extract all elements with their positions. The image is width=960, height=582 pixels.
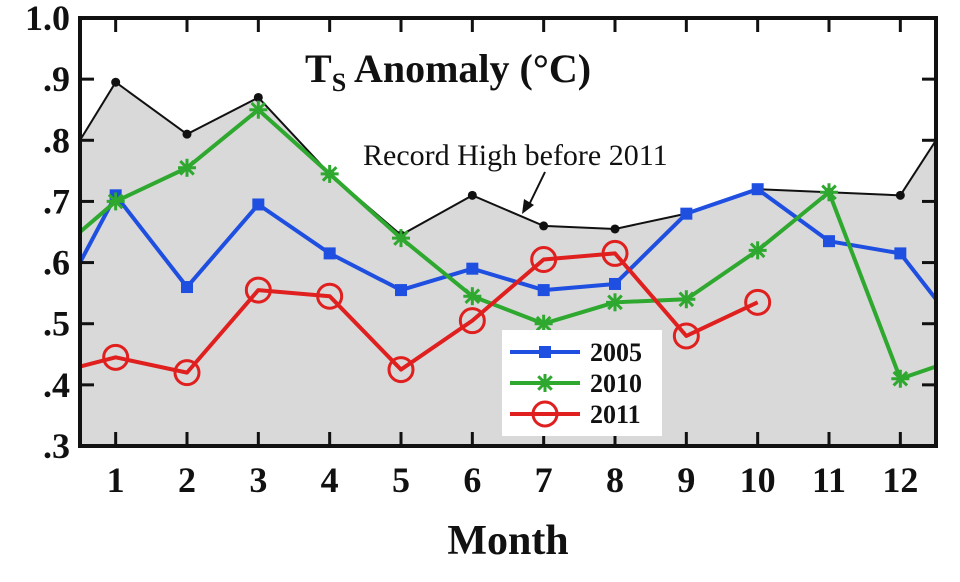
x-tick-label: 4 [321, 460, 339, 500]
series-point-2011 [244, 276, 272, 304]
record-high-point [253, 92, 263, 102]
x-tick-label: 2 [178, 460, 196, 500]
record-high-area [80, 82, 936, 446]
series-point-2010-stroke [749, 242, 766, 259]
series-point-2010 [320, 164, 339, 183]
series-point-2005 [680, 207, 693, 220]
series-point-2005 [823, 235, 835, 248]
series-point-2005 [252, 198, 265, 211]
y-tick-label: .4 [43, 365, 70, 405]
x-tick-label: 10 [740, 460, 776, 500]
chart-title-main: T [305, 46, 332, 91]
legend-label-2011: 2011 [590, 400, 641, 429]
series-point-2010-stroke [107, 193, 124, 210]
series-point-2005 [751, 183, 764, 196]
series-point-2011 [672, 322, 700, 350]
series-point-2011 [530, 246, 558, 274]
series-point-2011 [387, 356, 415, 384]
x-tick-label: 9 [677, 460, 695, 500]
series-point-2010-stroke [607, 294, 623, 311]
series-line-2005 [80, 187, 936, 301]
series-point-2010-stroke [250, 101, 267, 118]
y-tick-label: .5 [43, 304, 70, 344]
record-high-point [610, 224, 620, 234]
series-point-2010-stroke [464, 288, 481, 305]
series-point-2010 [748, 241, 767, 260]
record-high-arrow [522, 171, 546, 214]
series-point-2005 [395, 284, 407, 297]
x-tick-label: 1 [107, 460, 125, 500]
record-high-annotation: Record High before 2011 [363, 139, 668, 172]
y-tick-label: 1.0 [25, 0, 70, 38]
legend-label-2005: 2005 [590, 338, 642, 367]
series-point-2010 [106, 192, 125, 211]
series-point-2010-stroke [179, 159, 195, 176]
series-line-2011 [80, 251, 759, 375]
series-point-2010-stroke [535, 315, 552, 332]
record-high-point [111, 77, 121, 87]
record-high-point [467, 190, 477, 200]
x-tick-label: 7 [535, 460, 553, 500]
series-point-2010 [677, 290, 696, 309]
series-point-2005 [181, 281, 193, 294]
series-point-2010 [392, 229, 410, 248]
legend-marker-2011 [531, 400, 559, 428]
plot-frame [78, 16, 938, 448]
series-point-2011 [601, 239, 629, 267]
record-high-point [539, 221, 549, 231]
y-tick-label: .9 [43, 59, 70, 99]
series-point-2005 [323, 247, 336, 260]
x-tick-label: 12 [882, 460, 918, 500]
series-point-2010 [178, 158, 196, 177]
series-point-2010-stroke [821, 184, 837, 201]
chart-title: TS Anomaly (°C) [305, 46, 591, 97]
x-tick-label: 8 [606, 460, 624, 500]
series-point-2005 [894, 247, 907, 260]
series-point-2010-stroke [393, 230, 409, 246]
legend-marker-2005 [539, 346, 551, 358]
chart-title-rest: Anomaly (°C) [346, 46, 591, 91]
series-point-2010 [534, 314, 553, 333]
series-point-2010 [606, 293, 624, 312]
x-tick-label: 11 [812, 460, 846, 500]
record-high-line [80, 80, 936, 237]
series-point-2010-stroke [678, 291, 695, 308]
series-line-2010 [80, 107, 936, 381]
y-tick-label: .3 [43, 426, 70, 466]
series-point-2005 [466, 262, 479, 275]
x-axis-label: Month [447, 518, 568, 564]
series-point-2011 [316, 282, 344, 310]
x-tick-label: 3 [249, 460, 267, 500]
series-point-2010 [891, 369, 910, 388]
legend-marker-2010-stroke [537, 375, 553, 391]
series-point-2010-stroke [892, 370, 909, 387]
x-tick-label: 6 [463, 460, 481, 500]
x-tick-label: 5 [392, 460, 410, 500]
series-point-2011 [173, 359, 201, 387]
legend-label-2010: 2010 [590, 369, 642, 398]
series-point-2010-stroke [321, 166, 338, 182]
chart-title-subscript: S [332, 68, 346, 97]
record-high-point [182, 129, 192, 139]
record-high-point [895, 190, 905, 200]
series-point-2005 [609, 277, 621, 290]
series-point-2011 [744, 288, 772, 316]
series-point-2011 [102, 343, 130, 371]
series-point-2011 [458, 307, 486, 335]
y-tick-label: .7 [43, 181, 70, 221]
y-tick-label: .8 [43, 120, 70, 160]
series-point-2010 [249, 100, 268, 119]
series-point-2010 [463, 287, 482, 306]
legend-marker-2010 [536, 374, 554, 392]
y-tick-label: .6 [43, 243, 70, 283]
series-point-2010 [820, 183, 838, 202]
series-point-2005 [537, 284, 550, 297]
